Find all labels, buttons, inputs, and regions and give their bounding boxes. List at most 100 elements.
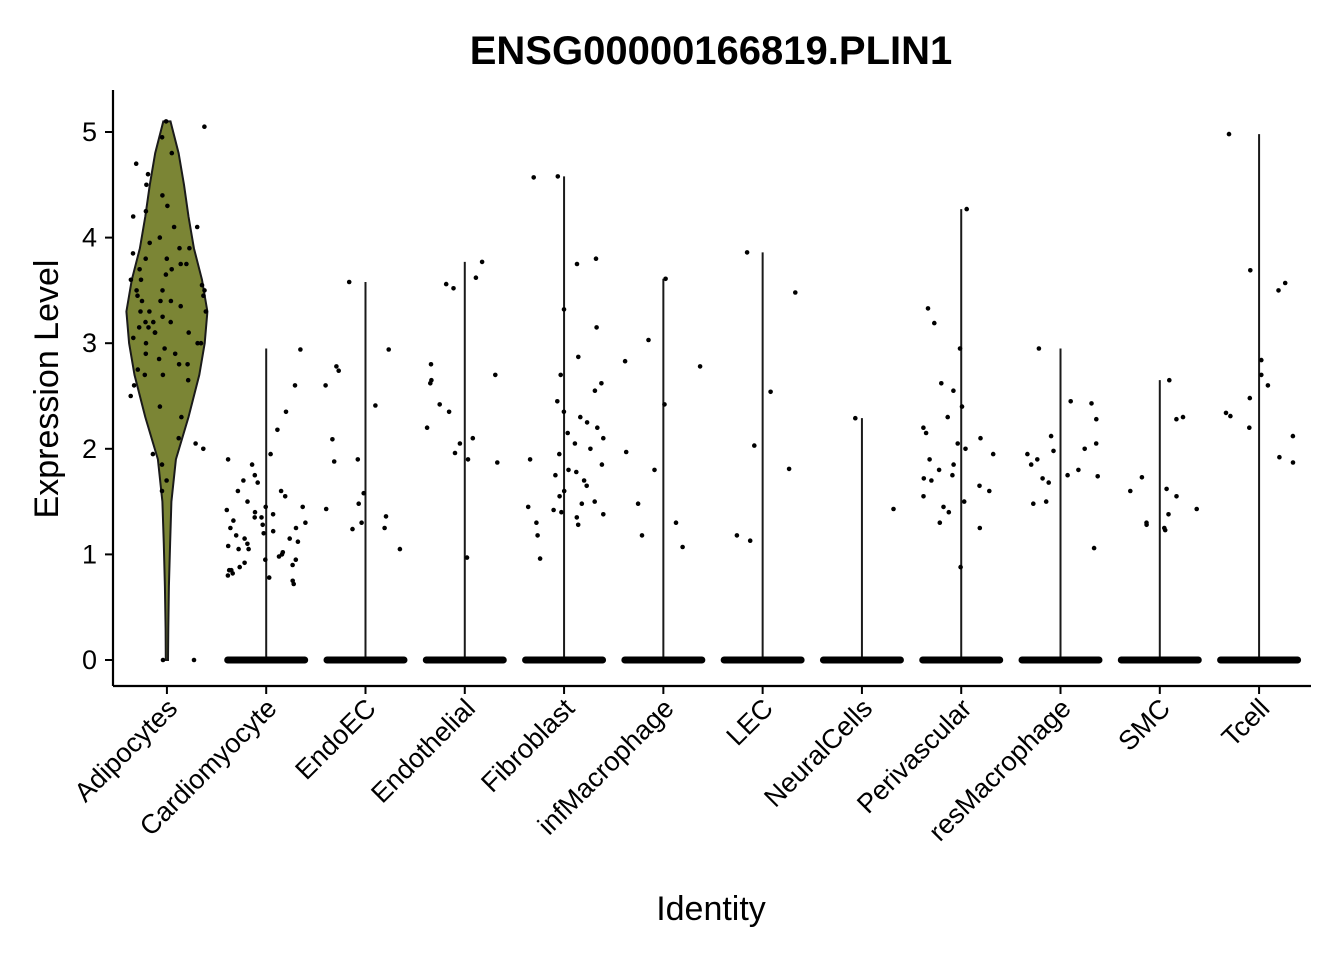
data-point xyxy=(169,150,175,156)
data-point xyxy=(138,309,143,314)
data-point xyxy=(1031,501,1036,507)
y-tick-label: 3 xyxy=(82,328,97,358)
data-point xyxy=(963,446,968,452)
data-point xyxy=(144,182,149,188)
data-point xyxy=(176,435,181,441)
data-point xyxy=(263,557,268,562)
data-point xyxy=(202,288,207,293)
data-point xyxy=(386,347,392,352)
data-point xyxy=(260,522,266,528)
data-point xyxy=(479,259,485,265)
data-point xyxy=(1248,268,1253,273)
data-point xyxy=(1089,401,1094,406)
data-point xyxy=(493,372,498,378)
data-point xyxy=(278,488,284,494)
data-point xyxy=(283,409,289,415)
data-point xyxy=(201,446,206,452)
data-point xyxy=(561,409,567,415)
x-tick-label: LEC xyxy=(721,693,779,751)
zero-points-lec xyxy=(720,656,805,664)
data-point xyxy=(1040,476,1045,481)
data-point xyxy=(1162,527,1168,533)
data-point xyxy=(936,467,942,473)
data-point xyxy=(853,415,858,421)
data-point xyxy=(249,462,255,467)
data-point xyxy=(290,562,295,568)
data-point xyxy=(534,520,539,525)
data-point xyxy=(163,119,169,124)
data-point xyxy=(990,451,996,457)
data-point xyxy=(201,293,206,299)
y-tick-label: 5 xyxy=(82,117,97,147)
data-point xyxy=(1290,433,1296,439)
zero-points-neuralcells xyxy=(819,656,904,664)
data-point xyxy=(950,472,955,478)
data-point xyxy=(1076,467,1081,473)
data-point xyxy=(287,536,293,541)
data-point xyxy=(255,480,260,485)
data-point xyxy=(143,256,148,262)
data-point xyxy=(356,501,362,507)
data-point xyxy=(130,251,136,256)
data-point xyxy=(559,509,564,515)
data-point xyxy=(734,533,740,538)
data-point xyxy=(397,546,403,552)
y-tick-label: 4 xyxy=(82,223,97,253)
data-point xyxy=(193,441,198,446)
data-point xyxy=(1036,346,1042,351)
data-point xyxy=(959,404,965,409)
x-tick-label: Fibroblast xyxy=(475,693,580,798)
data-point xyxy=(1282,280,1288,286)
data-point xyxy=(382,525,387,531)
data-point xyxy=(555,399,560,404)
data-point xyxy=(157,404,163,409)
data-point xyxy=(1174,416,1179,422)
data-point xyxy=(588,446,593,452)
data-point xyxy=(143,208,149,214)
data-point xyxy=(131,383,137,388)
data-point xyxy=(964,206,969,212)
data-point xyxy=(561,307,567,312)
data-point xyxy=(786,466,792,472)
data-point xyxy=(350,526,355,532)
data-point xyxy=(185,377,191,383)
data-point xyxy=(697,364,703,369)
data-point xyxy=(1095,474,1100,479)
data-point xyxy=(927,457,932,462)
data-point xyxy=(424,425,430,431)
data-point xyxy=(291,581,297,587)
data-point xyxy=(164,256,170,262)
data-point xyxy=(551,507,556,513)
data-point xyxy=(242,560,247,566)
data-point xyxy=(178,261,183,267)
data-point xyxy=(1082,446,1087,452)
data-point xyxy=(1094,416,1099,422)
data-point xyxy=(470,435,476,441)
data-point xyxy=(592,388,598,394)
data-point xyxy=(135,367,141,372)
data-point xyxy=(246,546,251,552)
data-point xyxy=(579,501,585,507)
data-point xyxy=(323,383,328,388)
data-point xyxy=(171,224,177,230)
data-point xyxy=(525,504,531,510)
data-point xyxy=(242,536,247,541)
data-point xyxy=(128,277,134,283)
data-point xyxy=(1259,372,1264,378)
data-point xyxy=(185,362,190,367)
data-point xyxy=(1093,441,1099,446)
data-point xyxy=(531,175,536,180)
data-point xyxy=(955,441,960,446)
data-point xyxy=(1164,486,1169,492)
data-point xyxy=(145,171,151,177)
data-point xyxy=(977,483,982,489)
data-point xyxy=(921,476,927,481)
data-point xyxy=(428,362,434,367)
data-point xyxy=(270,528,276,534)
data-point xyxy=(437,402,443,407)
data-point xyxy=(978,435,983,441)
data-point xyxy=(282,494,288,499)
x-axis-title: Identity xyxy=(656,890,766,928)
zero-points-cardiomyocyte xyxy=(224,656,309,664)
zero-points-fibroblast xyxy=(522,656,607,664)
